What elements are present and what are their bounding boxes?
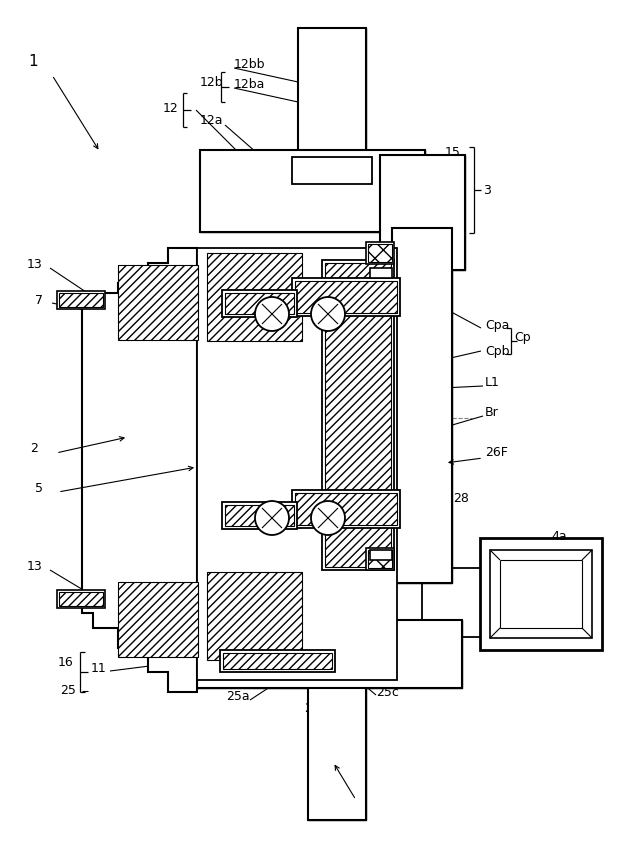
Text: Cpa: Cpa bbox=[485, 318, 509, 331]
Text: 26F: 26F bbox=[485, 446, 508, 460]
Bar bbox=[380, 155, 465, 270]
Circle shape bbox=[311, 297, 345, 331]
Text: 8: 8 bbox=[553, 601, 561, 613]
Bar bbox=[59, 592, 103, 606]
Text: 25b: 25b bbox=[304, 702, 328, 715]
Text: 18: 18 bbox=[445, 184, 461, 196]
Bar bbox=[207, 572, 302, 660]
Text: Br: Br bbox=[485, 407, 499, 420]
Circle shape bbox=[255, 297, 289, 331]
Bar bbox=[200, 150, 425, 232]
Text: 28: 28 bbox=[453, 492, 469, 505]
Text: 15: 15 bbox=[445, 146, 461, 159]
Bar bbox=[222, 290, 297, 317]
Circle shape bbox=[311, 501, 345, 535]
Bar bbox=[295, 281, 397, 313]
Bar bbox=[366, 548, 394, 570]
Text: 12bb: 12bb bbox=[234, 58, 266, 71]
Bar bbox=[292, 278, 400, 316]
Text: 12b: 12b bbox=[200, 76, 223, 88]
Bar bbox=[490, 550, 592, 638]
Bar bbox=[295, 493, 397, 525]
Text: Cp: Cp bbox=[514, 331, 531, 345]
Text: 1: 1 bbox=[28, 55, 38, 69]
Bar bbox=[118, 582, 198, 657]
Text: 27: 27 bbox=[438, 662, 454, 674]
Bar bbox=[200, 150, 425, 232]
Bar bbox=[370, 268, 392, 278]
Text: 19: 19 bbox=[445, 164, 461, 177]
Bar bbox=[225, 505, 294, 526]
Bar bbox=[197, 620, 462, 688]
Text: 29: 29 bbox=[248, 409, 264, 422]
Text: 4: 4 bbox=[455, 258, 463, 271]
Text: 25a: 25a bbox=[226, 691, 250, 704]
Bar bbox=[368, 244, 392, 262]
Bar bbox=[197, 248, 397, 680]
Circle shape bbox=[255, 501, 289, 535]
Text: 11: 11 bbox=[91, 662, 107, 674]
Text: 2: 2 bbox=[30, 442, 38, 455]
Bar bbox=[220, 650, 335, 672]
Text: 13: 13 bbox=[27, 560, 43, 573]
Bar bbox=[368, 550, 392, 568]
Bar bbox=[370, 550, 392, 560]
Text: 12: 12 bbox=[163, 102, 179, 116]
Bar bbox=[380, 155, 465, 270]
Bar bbox=[57, 590, 105, 608]
Text: L1: L1 bbox=[485, 377, 500, 390]
Bar bbox=[366, 242, 394, 264]
Bar bbox=[392, 228, 452, 583]
Bar bbox=[308, 658, 366, 820]
Text: 4a: 4a bbox=[551, 530, 566, 543]
Bar bbox=[197, 620, 462, 688]
Bar bbox=[325, 263, 391, 567]
Text: 7: 7 bbox=[35, 293, 43, 306]
Bar bbox=[59, 293, 103, 307]
Bar bbox=[222, 502, 297, 529]
Text: 25c: 25c bbox=[376, 686, 399, 698]
Text: Cpb: Cpb bbox=[485, 345, 509, 358]
Bar bbox=[57, 291, 105, 309]
Bar bbox=[223, 653, 332, 669]
Bar bbox=[225, 293, 294, 314]
Polygon shape bbox=[82, 248, 197, 692]
Text: 25: 25 bbox=[60, 685, 76, 698]
Bar bbox=[392, 228, 452, 583]
Bar bbox=[292, 490, 400, 528]
Text: 17: 17 bbox=[333, 783, 349, 796]
Text: 12a: 12a bbox=[200, 113, 223, 126]
Bar bbox=[292, 157, 372, 184]
Text: 16: 16 bbox=[58, 656, 74, 669]
Bar bbox=[298, 28, 366, 160]
Text: 5: 5 bbox=[35, 481, 43, 494]
Bar bbox=[207, 253, 302, 341]
Bar bbox=[298, 28, 366, 160]
Bar bbox=[308, 658, 366, 820]
Bar bbox=[118, 265, 198, 340]
Bar bbox=[480, 538, 602, 650]
Text: 3: 3 bbox=[483, 184, 491, 196]
Text: 13: 13 bbox=[27, 258, 43, 271]
Bar bbox=[322, 260, 394, 570]
Text: 12ba: 12ba bbox=[234, 78, 266, 92]
